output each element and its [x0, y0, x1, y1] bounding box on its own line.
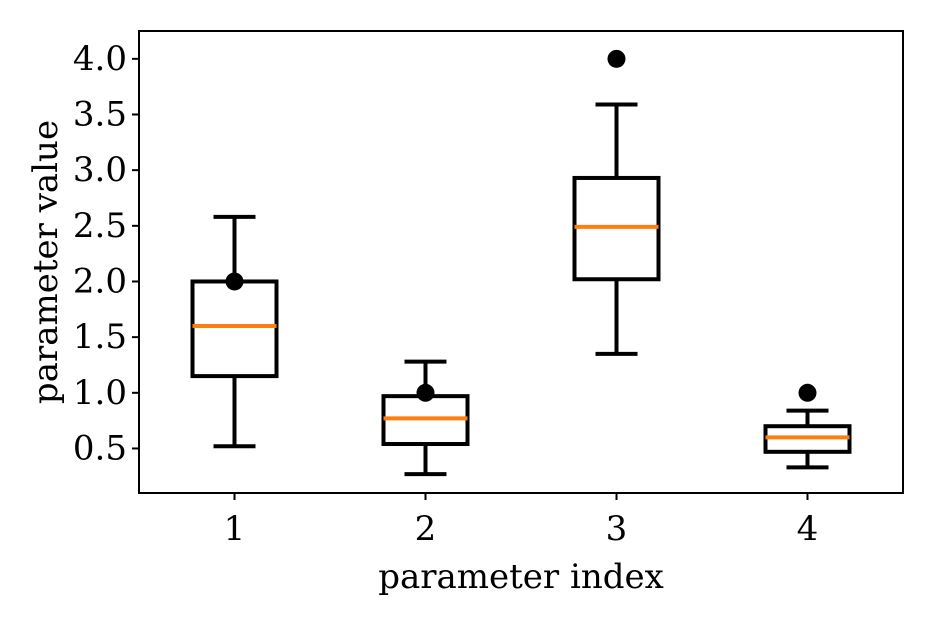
y-tick-label: 2.5 — [73, 206, 127, 246]
y-tick-label: 1.0 — [73, 373, 127, 413]
data-point-2 — [416, 383, 435, 402]
y-tick-label: 0.5 — [73, 428, 127, 468]
y-tick-label: 2.0 — [73, 261, 127, 301]
boxplot-group-3 — [572, 102, 661, 356]
axis-layer: 0.5 1.0 1.5 2.0 2.5 3.0 3.5 4.0 1 2 3 4 — [73, 39, 818, 549]
plot-layer — [190, 49, 852, 477]
y-tick-label: 3.0 — [73, 150, 127, 190]
x-tick-label: 2 — [415, 509, 437, 549]
y-tick-label: 1.5 — [73, 317, 127, 357]
y-axis-label: parameter value — [26, 120, 66, 404]
x-tick-label: 4 — [797, 509, 819, 549]
data-point-4 — [798, 383, 817, 402]
data-point-1 — [225, 272, 244, 291]
plot-frame — [138, 30, 904, 494]
y-tick-label: 4.0 — [73, 39, 127, 79]
x-tick-label: 1 — [224, 509, 246, 549]
boxplot-group-1 — [190, 214, 279, 449]
x-axis-label: parameter index — [378, 557, 664, 597]
x-tick-label: 3 — [606, 509, 628, 549]
data-point-3 — [607, 49, 626, 68]
boxplot-group-4 — [763, 408, 852, 470]
y-tick-label: 3.5 — [73, 94, 127, 134]
